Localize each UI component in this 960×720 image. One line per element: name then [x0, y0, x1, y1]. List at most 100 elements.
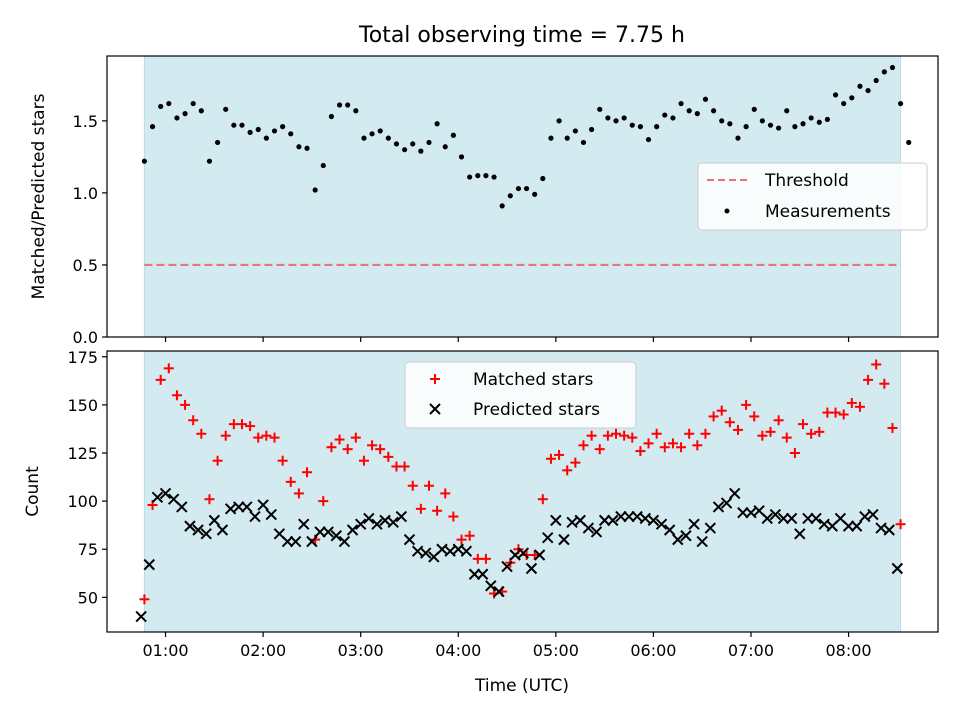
predicted-star-point [850, 520, 863, 532]
predicted-star-point [672, 533, 684, 546]
measurement-point [686, 108, 692, 114]
matched-star-point [318, 496, 329, 507]
predicted-star-point [745, 506, 757, 519]
matched-star-point [757, 430, 768, 441]
measurement-point [434, 121, 440, 127]
measurement-point [743, 124, 749, 130]
x-tick-label: 04:00 [435, 641, 481, 660]
matched-star-point [212, 455, 223, 466]
measurement-point [369, 131, 375, 137]
predicted-star-point [761, 512, 773, 525]
x-tick-label: 01:00 [142, 641, 188, 660]
matched-star-point [204, 494, 215, 505]
measurement-points [141, 64, 912, 209]
predicted-star-point [794, 528, 806, 540]
predicted-star-point [387, 516, 399, 529]
y-tick-label: 125 [67, 444, 98, 463]
matched-star-point [350, 432, 361, 443]
matched-star-point [879, 378, 890, 389]
predicted-star-point [566, 516, 578, 529]
predicted-star-point [688, 518, 700, 530]
matched-star-point [269, 432, 280, 443]
measurement-point [231, 122, 237, 128]
matched-star-point [806, 428, 817, 439]
legend-predicted-swatch [429, 403, 441, 415]
predicted-star-point [460, 545, 473, 557]
measurement-point [645, 136, 652, 143]
legend-predicted-label: Predicted stars [473, 400, 600, 420]
matched-star-point [285, 476, 296, 487]
measurement-point [621, 115, 627, 121]
matched-star-point [554, 449, 565, 460]
matched-star-point [545, 453, 556, 464]
predicted-star-point [224, 503, 237, 515]
ratio-legend-box [697, 162, 928, 231]
measurement-point [345, 102, 351, 108]
ratio-panel: 0.0 0.5 1.0 1.5 Matched/Predicted stars Thr… [29, 55, 939, 347]
measurement-point [735, 135, 741, 141]
measurement-point [149, 124, 156, 130]
matched-star-point [570, 457, 581, 468]
measurement-point [410, 141, 416, 147]
measurement-point [629, 122, 635, 128]
matched-star-point [724, 417, 735, 428]
matched-star-point [635, 446, 646, 457]
measurement-point [385, 135, 391, 141]
predicted-star-point [550, 514, 562, 527]
matched-star-point [423, 480, 434, 491]
measurement-point [426, 139, 432, 146]
matched-star-point [838, 409, 849, 420]
matched-star-point [326, 442, 337, 453]
predicted-star-point [859, 510, 871, 523]
legend-measurements-swatch [724, 208, 730, 214]
y-tick-label: 175 [67, 348, 98, 367]
matched-star-point [440, 488, 451, 499]
measurement-point [548, 135, 554, 141]
matched-star-point [139, 594, 150, 605]
measurement-point [897, 100, 904, 107]
measurement-point [255, 126, 261, 133]
predicted-star-point [314, 526, 326, 538]
matched-star-point [399, 461, 410, 472]
count-y-label: Count [23, 466, 43, 517]
measurement-point [824, 116, 831, 123]
measurement-point [589, 126, 595, 133]
predicted-star-point [485, 580, 497, 592]
matched-star-point [611, 428, 622, 439]
predicted-star-point [298, 518, 310, 530]
count-x-axis: 01:00 02:00 03:00 04:00 05:00 06:00 07:00 08:00 [142, 632, 872, 660]
matched-star-point [643, 438, 654, 449]
count-points [135, 359, 906, 623]
measurement-point [719, 118, 725, 124]
measurement-point [328, 113, 335, 120]
matched-star-point [529, 550, 540, 561]
measurement-point [263, 135, 269, 141]
matched-star-point [830, 407, 841, 418]
measurement-point [458, 154, 465, 160]
predicted-star-point [281, 535, 294, 548]
measurement-point [190, 100, 196, 107]
matched-star-point [432, 505, 443, 516]
count-legend: Matched stars Predicted stars [404, 361, 637, 429]
predicted-star-point [257, 499, 269, 511]
matched-star-point [358, 455, 369, 466]
measurement-point [141, 158, 148, 164]
predicted-star-point [525, 562, 538, 575]
matched-star-point [245, 421, 256, 432]
measurement-point [816, 119, 822, 125]
matched-star-point [863, 374, 874, 385]
measurement-point [654, 124, 660, 130]
predicted-star-point [867, 508, 879, 521]
predicted-star-point [159, 487, 172, 500]
matched-star-point [448, 511, 459, 522]
matched-star-point [684, 428, 695, 439]
matched-star-point [415, 503, 426, 514]
matched-star-point [846, 397, 857, 408]
measurement-point [580, 139, 587, 146]
measurement-point [206, 158, 213, 164]
matched-star-point [676, 442, 687, 453]
x-tick-label: 07:00 [728, 641, 774, 660]
matched-star-point [180, 399, 191, 410]
matched-star-point [741, 399, 752, 410]
